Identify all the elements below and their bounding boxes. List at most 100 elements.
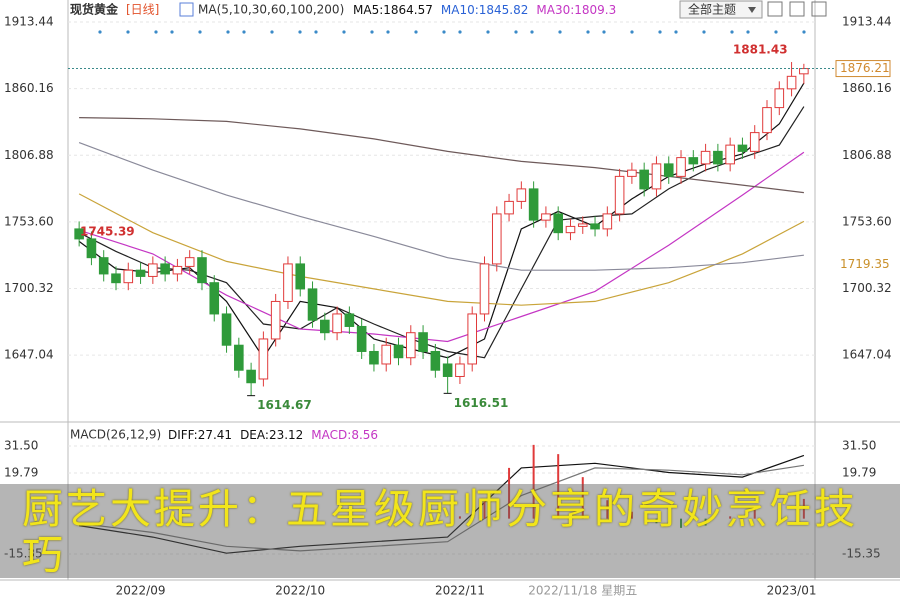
candle-body <box>283 263 293 302</box>
signal-dot <box>270 30 274 34</box>
signal-dot <box>514 30 518 34</box>
signal-dot <box>658 30 662 34</box>
legend-name: DIFF: <box>168 428 198 442</box>
y-tick-label: 19.79 <box>842 466 876 480</box>
candle-body <box>577 223 588 227</box>
candle-body <box>74 228 84 240</box>
candle-body <box>430 350 441 371</box>
legend: MA5:1864.57 MA10:1845.82 MA30:1809.3 <box>353 3 616 17</box>
signal-dot <box>226 30 230 34</box>
candle-body <box>663 163 674 177</box>
x-tick-label: 2023/01 <box>767 584 817 598</box>
signal-dot <box>586 30 590 34</box>
y-tick-label: 1700.32 <box>842 281 892 295</box>
candle-body <box>688 157 699 165</box>
tool-icon[interactable] <box>811 1 827 17</box>
theme-button[interactable] <box>679 0 763 19</box>
candle-body <box>541 213 551 221</box>
y-tick-label: 1700.32 <box>4 281 54 295</box>
y-tick-label: 1753.60 <box>842 214 892 228</box>
candle-body <box>455 363 465 377</box>
candle-body <box>639 169 649 190</box>
candle-body <box>614 175 625 215</box>
x-tick-label: 2022/09 <box>116 584 166 598</box>
signal-dot <box>442 30 446 34</box>
candle-body <box>700 150 711 165</box>
y-tick-label: 1913.44 <box>842 15 892 29</box>
candle-body <box>123 269 134 284</box>
candle-body <box>369 350 379 365</box>
y-tick-label: 1913.44 <box>4 15 54 29</box>
high-label: 1881.43 <box>733 43 788 57</box>
candle-body <box>479 263 490 315</box>
candle-body <box>786 75 797 90</box>
signal-dot <box>674 30 678 34</box>
last-price-box <box>835 60 891 78</box>
legend-name: MACD: <box>311 428 351 442</box>
signal-dot <box>774 30 778 34</box>
candle-body <box>516 188 527 202</box>
candle-body <box>209 282 220 315</box>
ma-params: MA(5,10,30,60,100,200) <box>198 3 344 17</box>
candle-body <box>749 132 760 152</box>
period[interactable]: [日线] <box>126 3 159 17</box>
candle-body <box>602 213 613 230</box>
symbol: 现货黄金 <box>70 2 119 17</box>
signal-dot <box>386 30 390 34</box>
ma-line <box>78 142 804 271</box>
candle-body <box>172 265 183 275</box>
y-tick-label: 1806.88 <box>842 148 892 162</box>
macd-title: MACD(26,12,9) <box>70 428 161 442</box>
signal-dot <box>602 30 606 34</box>
candle-body <box>393 344 404 359</box>
candle-body <box>651 163 662 190</box>
ma-value-label: 1719.35 <box>840 257 890 271</box>
candle-body <box>627 169 637 177</box>
candle-body <box>86 238 97 259</box>
legend: DIFF:27.41 DEA:23.12 MACD:8.56 <box>168 428 378 442</box>
settings-icon[interactable] <box>179 2 194 17</box>
signal-dot <box>298 30 302 34</box>
candle-body <box>234 344 244 371</box>
legend-value: 1845.82 <box>479 3 529 17</box>
x-tick-label: 2022/10 <box>275 584 325 598</box>
low-label: 1616.51 <box>454 396 509 410</box>
candle-body <box>135 269 146 277</box>
overlay-title: 厨艺大提升：五星级厨师分享的奇妙烹饪技巧 <box>22 485 858 579</box>
candle-body <box>762 107 772 134</box>
candle-body <box>98 257 109 275</box>
signal-dot <box>126 30 130 34</box>
legend-value: 27.41 <box>198 428 232 442</box>
candle-body <box>184 257 195 267</box>
hover-date: 2022/11/18 星期五 <box>528 584 637 598</box>
candle-body <box>405 332 416 359</box>
candle-body <box>332 313 342 334</box>
candle-body <box>270 300 281 340</box>
last-price-label: 1876.21 <box>840 61 890 75</box>
y-tick-label: 1753.60 <box>4 214 54 228</box>
y-tick-label: 1806.88 <box>4 148 54 162</box>
candle-body <box>799 68 809 75</box>
signal-dot <box>746 30 750 34</box>
ma-line <box>79 464 804 552</box>
theme-button-label[interactable]: 全部主题 <box>688 2 736 17</box>
candle-body <box>553 213 563 234</box>
dropdown-arrow[interactable] <box>748 7 756 13</box>
candle-body <box>111 273 121 284</box>
candle-body <box>491 213 502 265</box>
candle-body <box>246 369 256 384</box>
y-tick-label: 1647.04 <box>4 348 54 362</box>
signal-dot <box>558 30 562 34</box>
tool-icon[interactable] <box>789 1 805 17</box>
candle-body <box>381 344 392 365</box>
tool-icon[interactable] <box>767 1 783 17</box>
y-tick-label: 19.79 <box>4 466 38 480</box>
candle-body <box>356 325 367 352</box>
ma-line <box>79 454 805 554</box>
signal-dot <box>486 30 490 34</box>
signal-dot <box>802 30 806 34</box>
y-tick-label: 1860.16 <box>842 81 892 95</box>
left-high-label: 1745.39 <box>80 225 135 239</box>
signal-dot <box>458 30 462 34</box>
